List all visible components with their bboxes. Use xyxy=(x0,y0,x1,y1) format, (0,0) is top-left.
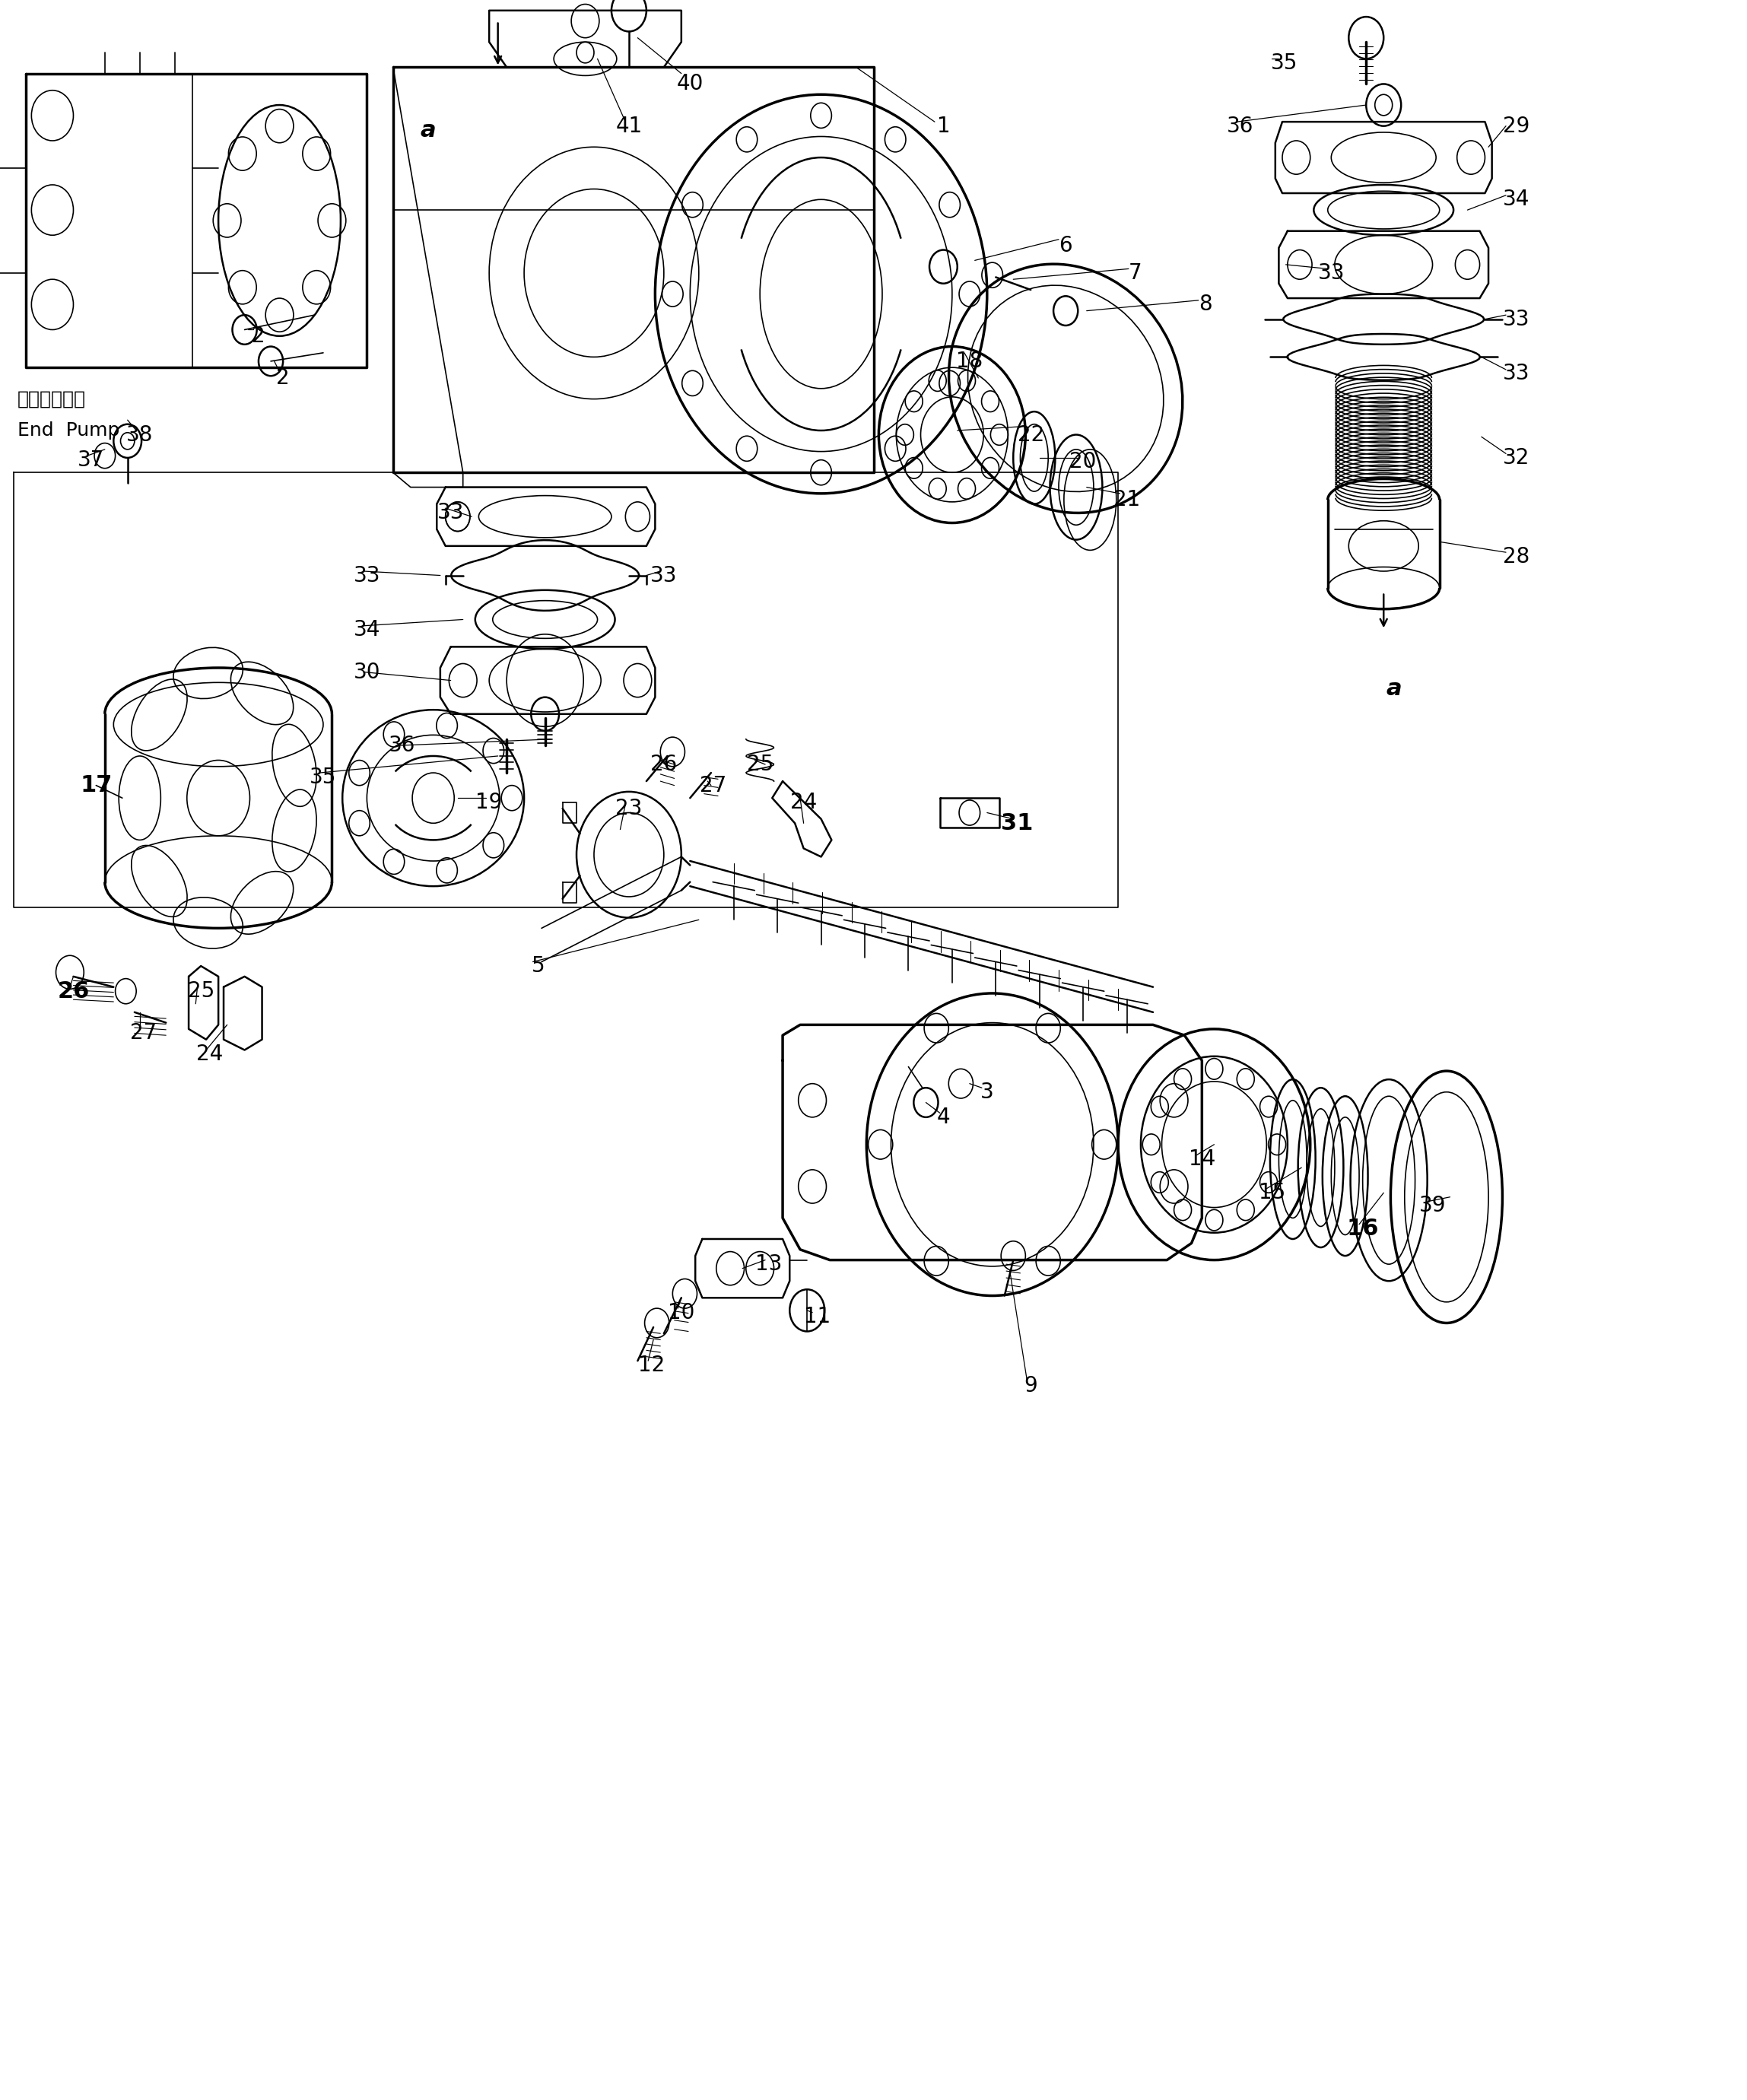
Text: 27: 27 xyxy=(699,775,727,796)
Text: 35: 35 xyxy=(1270,53,1298,74)
Text: 28: 28 xyxy=(1502,546,1530,567)
Text: 33: 33 xyxy=(650,565,678,586)
Text: 16: 16 xyxy=(1347,1218,1378,1239)
Text: a: a xyxy=(1387,678,1401,699)
Text: 25: 25 xyxy=(187,981,215,1002)
Text: End  Pump: End Pump xyxy=(17,422,121,439)
Text: 17: 17 xyxy=(80,775,112,796)
Text: 29: 29 xyxy=(1502,115,1530,136)
Text: 33: 33 xyxy=(353,565,381,586)
Text: 4: 4 xyxy=(936,1107,950,1128)
Text: 26: 26 xyxy=(58,981,89,1002)
Text: 20: 20 xyxy=(1069,452,1097,472)
Text: 21: 21 xyxy=(1113,489,1141,510)
Text: a: a xyxy=(421,120,435,141)
Text: 11: 11 xyxy=(804,1306,832,1327)
Text: 33: 33 xyxy=(1502,363,1530,384)
Text: 25: 25 xyxy=(746,754,774,775)
Text: 12: 12 xyxy=(638,1354,666,1376)
Text: 37: 37 xyxy=(77,449,105,470)
Text: 34: 34 xyxy=(353,620,381,640)
Text: 2: 2 xyxy=(276,367,290,388)
Text: 33: 33 xyxy=(437,502,465,523)
Text: 40: 40 xyxy=(676,74,704,94)
Text: 36: 36 xyxy=(388,735,416,756)
Text: 6: 6 xyxy=(1059,235,1073,256)
Text: 34: 34 xyxy=(1502,189,1530,210)
Text: 1: 1 xyxy=(936,115,950,136)
Text: 38: 38 xyxy=(126,424,154,445)
Text: 22: 22 xyxy=(1017,424,1045,445)
Text: 9: 9 xyxy=(1024,1376,1038,1397)
Text: 14: 14 xyxy=(1188,1149,1216,1170)
Text: 3: 3 xyxy=(980,1082,994,1102)
Text: 5: 5 xyxy=(531,956,545,977)
Text: 30: 30 xyxy=(353,662,381,682)
Text: 19: 19 xyxy=(475,792,503,813)
Text: 23: 23 xyxy=(615,798,643,819)
Text: 8: 8 xyxy=(1198,294,1212,315)
Text: 35: 35 xyxy=(309,766,337,788)
Text: 18: 18 xyxy=(956,351,984,372)
Text: 24: 24 xyxy=(196,1044,224,1065)
Text: 33: 33 xyxy=(1317,262,1345,284)
Text: 7: 7 xyxy=(1129,262,1143,284)
Text: 15: 15 xyxy=(1258,1182,1286,1203)
Text: 10: 10 xyxy=(667,1302,695,1323)
Text: 2: 2 xyxy=(252,326,266,346)
Text: 26: 26 xyxy=(650,754,678,775)
Text: 31: 31 xyxy=(1001,813,1032,834)
Text: 32: 32 xyxy=(1502,447,1530,468)
Text: 39: 39 xyxy=(1419,1195,1447,1216)
Text: 41: 41 xyxy=(615,115,643,136)
Text: 24: 24 xyxy=(790,792,818,813)
Text: 33: 33 xyxy=(1502,309,1530,330)
Text: 13: 13 xyxy=(755,1254,783,1275)
Text: 36: 36 xyxy=(1226,115,1254,136)
Text: エンドポンプ: エンドポンプ xyxy=(17,391,86,407)
Text: 27: 27 xyxy=(129,1023,157,1044)
